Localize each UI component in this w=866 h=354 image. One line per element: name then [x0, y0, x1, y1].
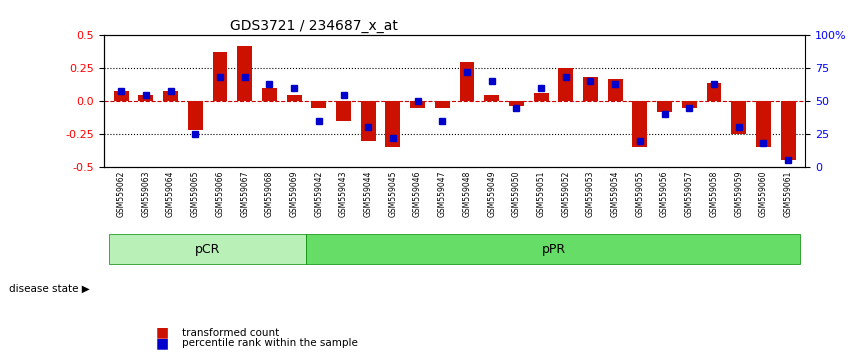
- Text: GSM559061: GSM559061: [784, 170, 792, 217]
- Bar: [484, 95, 499, 101]
- Bar: [559, 68, 573, 101]
- Bar: [410, 101, 425, 108]
- Text: GSM559042: GSM559042: [314, 170, 323, 217]
- Bar: [212, 52, 228, 101]
- Text: GSM559053: GSM559053: [586, 170, 595, 217]
- Bar: [139, 95, 153, 101]
- Text: GSM559057: GSM559057: [685, 170, 694, 217]
- Text: GSM559069: GSM559069: [289, 170, 299, 217]
- Bar: [237, 46, 252, 101]
- Text: ■: ■: [156, 336, 169, 350]
- Text: GSM559067: GSM559067: [240, 170, 249, 217]
- Text: GSM559052: GSM559052: [561, 170, 571, 217]
- Bar: [756, 101, 771, 147]
- Text: GSM559056: GSM559056: [660, 170, 669, 217]
- Bar: [460, 62, 475, 101]
- Bar: [385, 101, 400, 147]
- Text: GSM559066: GSM559066: [216, 170, 224, 217]
- Text: percentile rank within the sample: percentile rank within the sample: [182, 338, 358, 348]
- Text: pCR: pCR: [195, 242, 220, 256]
- Bar: [533, 93, 548, 101]
- Text: GSM559055: GSM559055: [636, 170, 644, 217]
- Bar: [312, 101, 326, 108]
- Bar: [336, 101, 351, 121]
- Bar: [109, 234, 307, 264]
- Text: GSM559049: GSM559049: [488, 170, 496, 217]
- Text: GSM559045: GSM559045: [389, 170, 397, 217]
- Text: GSM559058: GSM559058: [709, 170, 719, 217]
- Text: GSM559059: GSM559059: [734, 170, 743, 217]
- Text: GSM559068: GSM559068: [265, 170, 274, 217]
- Text: GSM559060: GSM559060: [759, 170, 768, 217]
- Text: pPR: pPR: [541, 242, 565, 256]
- Bar: [632, 101, 647, 147]
- Text: GSM559063: GSM559063: [141, 170, 151, 217]
- Text: transformed count: transformed count: [182, 328, 279, 338]
- Bar: [707, 83, 721, 101]
- Text: GSM559048: GSM559048: [462, 170, 471, 217]
- Bar: [361, 101, 376, 141]
- Bar: [262, 88, 277, 101]
- Text: GSM559065: GSM559065: [191, 170, 200, 217]
- Text: GSM559062: GSM559062: [117, 170, 126, 217]
- Bar: [113, 91, 129, 101]
- Bar: [163, 91, 178, 101]
- Text: disease state ▶: disease state ▶: [9, 284, 89, 293]
- Text: GSM559054: GSM559054: [611, 170, 620, 217]
- Bar: [682, 101, 697, 108]
- Text: GSM559047: GSM559047: [438, 170, 447, 217]
- Bar: [657, 101, 672, 112]
- Bar: [188, 101, 203, 130]
- Bar: [731, 101, 746, 134]
- Text: GSM559043: GSM559043: [339, 170, 348, 217]
- Bar: [780, 101, 796, 160]
- Bar: [608, 79, 623, 101]
- Text: GSM559051: GSM559051: [537, 170, 546, 217]
- Bar: [435, 101, 449, 108]
- Bar: [287, 95, 301, 101]
- Text: GSM559050: GSM559050: [512, 170, 520, 217]
- Bar: [583, 78, 598, 101]
- Text: GSM559064: GSM559064: [166, 170, 175, 217]
- Bar: [307, 234, 800, 264]
- Text: GSM559044: GSM559044: [364, 170, 372, 217]
- Bar: [509, 101, 524, 107]
- Text: GSM559046: GSM559046: [413, 170, 422, 217]
- Text: GDS3721 / 234687_x_at: GDS3721 / 234687_x_at: [230, 19, 398, 33]
- Text: ■: ■: [156, 326, 169, 340]
